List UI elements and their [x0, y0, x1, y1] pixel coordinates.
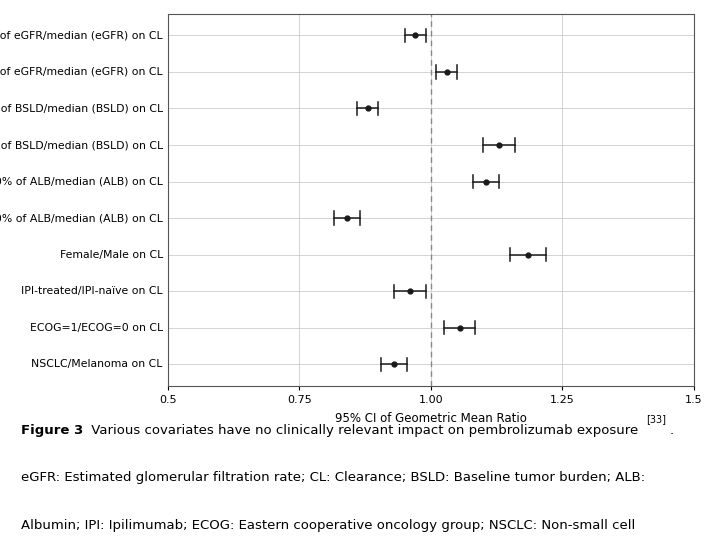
- Text: 90% of eGFR/median (eGFR) on CL: 90% of eGFR/median (eGFR) on CL: [0, 30, 163, 40]
- X-axis label: 95% CI of Geometric Mean Ratio: 95% CI of Geometric Mean Ratio: [335, 412, 527, 425]
- Text: 10% of BSLD/median (BSLD) on CL: 10% of BSLD/median (BSLD) on CL: [0, 140, 163, 150]
- Text: eGFR: Estimated glomerular filtration rate; CL: Clearance; BSLD: Baseline tumor : eGFR: Estimated glomerular filtration ra…: [21, 471, 646, 484]
- Text: NSCLC/Melanoma on CL: NSCLC/Melanoma on CL: [31, 359, 163, 369]
- Text: 10% of ALB/median (ALB) on CL: 10% of ALB/median (ALB) on CL: [0, 213, 163, 223]
- Text: 90% of BSLD/median (BSLD) on CL: 90% of BSLD/median (BSLD) on CL: [0, 104, 163, 113]
- Text: 10% of eGFR/median (eGFR) on CL: 10% of eGFR/median (eGFR) on CL: [0, 67, 163, 77]
- Text: Figure 3: Figure 3: [21, 424, 84, 437]
- Text: IPI-treated/IPI-naïve on CL: IPI-treated/IPI-naïve on CL: [21, 286, 163, 296]
- Text: .: .: [669, 424, 674, 437]
- Text: Female/Male on CL: Female/Male on CL: [59, 249, 163, 260]
- Text: ECOG=1/ECOG=0 on CL: ECOG=1/ECOG=0 on CL: [29, 323, 163, 333]
- Text: Various covariates have no clinically relevant impact on pembrolizumab exposure: Various covariates have no clinically re…: [87, 424, 643, 437]
- Text: 90% of ALB/median (ALB) on CL: 90% of ALB/median (ALB) on CL: [0, 177, 163, 186]
- Text: [33]: [33]: [646, 414, 666, 424]
- Text: Albumin; IPI: Ipilimumab; ECOG: Eastern cooperative oncology group; NSCLC: Non-s: Albumin; IPI: Ipilimumab; ECOG: Eastern …: [21, 519, 636, 532]
